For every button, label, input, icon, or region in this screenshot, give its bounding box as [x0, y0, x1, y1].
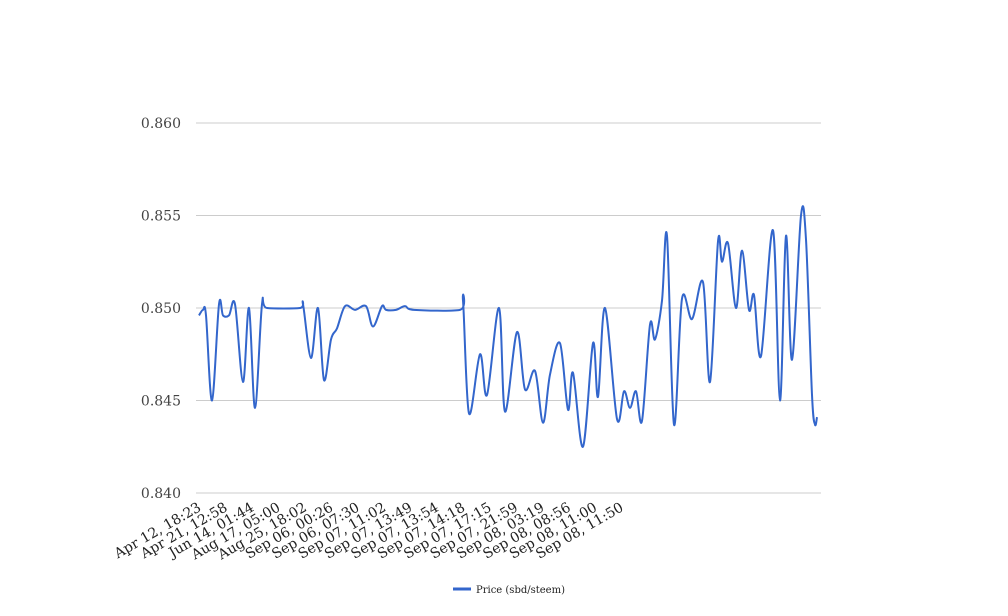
legend-label: Price (sbd/steem): [476, 585, 565, 596]
y-tick-label: 0.845: [141, 394, 181, 410]
legend[interactable]: Price (sbd/steem): [453, 585, 565, 596]
series-line-price: [198, 205, 818, 448]
y-tick-label: 0.840: [141, 486, 181, 502]
y-axis-ticks: 0.840 0.845 0.850 0.855 0.860: [141, 116, 181, 502]
y-tick-label: 0.860: [141, 116, 181, 132]
y-tick-label: 0.850: [141, 301, 181, 317]
y-tick-label: 0.855: [141, 209, 181, 225]
